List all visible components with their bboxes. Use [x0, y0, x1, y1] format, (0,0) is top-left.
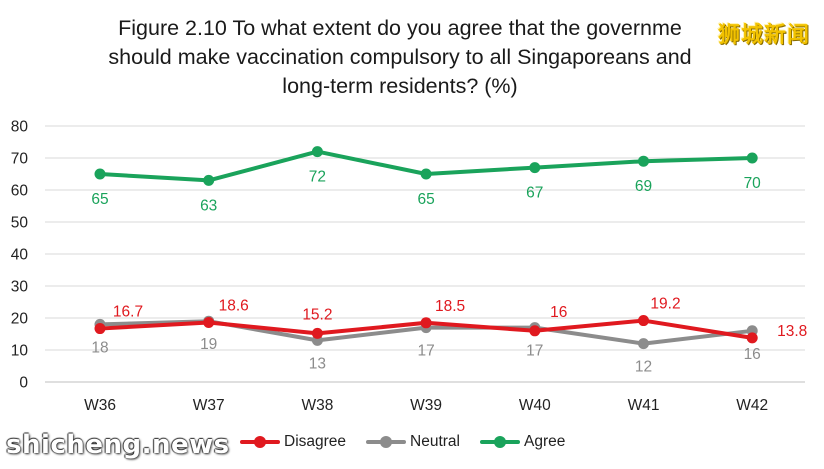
x-tick-label: W40 — [519, 397, 551, 414]
y-tick-label: 70 — [11, 151, 29, 168]
data-label-agree: 70 — [744, 175, 762, 192]
legend-swatch-disagree — [240, 436, 280, 448]
data-label-neutral: 18 — [91, 339, 108, 356]
data-label-agree: 72 — [309, 169, 326, 186]
data-label-agree: 65 — [417, 191, 434, 208]
y-tick-label: 60 — [11, 183, 29, 200]
data-point-disagree — [94, 323, 106, 335]
legend-item-disagree: Disagree — [240, 433, 346, 451]
data-label-neutral: 19 — [200, 336, 217, 353]
data-label-neutral: 16 — [744, 346, 761, 363]
data-label-disagree: 19.2 — [650, 296, 680, 313]
data-label-neutral: 13 — [309, 355, 326, 372]
data-point-agree — [203, 174, 215, 186]
watermark-bottom-left: shicheng.news — [6, 430, 230, 460]
chart-title-line-1: Figure 2.10 To what extent do you agree … — [118, 16, 682, 40]
data-point-agree — [420, 168, 432, 180]
data-label-agree: 69 — [635, 178, 652, 195]
chart-title-line-2: should make vaccination compulsory to al… — [108, 45, 692, 69]
legend-item-neutral: Neutral — [366, 433, 460, 451]
data-point-disagree — [746, 332, 758, 344]
data-point-agree — [638, 155, 649, 167]
watermark-top-right: 狮城新闻 — [717, 23, 810, 48]
data-point-disagree — [311, 327, 323, 339]
legend-label-agree: Agree — [524, 433, 566, 450]
y-tick-label: 30 — [11, 279, 29, 296]
y-tick-label: 10 — [11, 343, 29, 360]
x-tick-label: W36 — [84, 397, 116, 414]
data-label-disagree: 16.7 — [113, 304, 143, 321]
data-point-disagree — [638, 315, 649, 327]
data-label-neutral: 17 — [417, 343, 434, 360]
data-point-neutral — [638, 338, 649, 350]
data-label-neutral: 12 — [635, 359, 652, 376]
data-label-agree: 63 — [200, 197, 217, 214]
y-tick-label: 20 — [11, 311, 29, 328]
legend-label-neutral: Neutral — [410, 433, 460, 450]
data-label-disagree: 15.2 — [302, 306, 332, 323]
legend-swatch-agree — [480, 436, 520, 448]
x-tick-label: W42 — [736, 397, 768, 414]
chart-legend: Disagree Neutral Agree — [240, 431, 565, 453]
x-tick-label: W41 — [628, 397, 660, 414]
y-tick-label: 80 — [11, 119, 29, 136]
chart-title: Figure 2.10 To what extent do you agree … — [40, 14, 760, 101]
data-label-disagree: 18.5 — [435, 298, 465, 315]
data-label-agree: 67 — [526, 185, 543, 202]
data-point-disagree — [203, 316, 215, 328]
data-label-neutral: 17 — [526, 343, 543, 360]
data-point-disagree — [420, 317, 432, 329]
y-tick-label: 40 — [11, 247, 29, 264]
data-label-disagree: 13.8 — [777, 323, 807, 340]
legend-swatch-neutral — [366, 436, 407, 448]
y-tick-label: 0 — [19, 375, 28, 392]
data-label-agree: 65 — [91, 191, 108, 208]
data-point-agree — [529, 162, 541, 174]
x-tick-label: W39 — [410, 397, 442, 414]
legend-item-agree: Agree — [480, 433, 565, 451]
data-point-agree — [311, 146, 323, 158]
x-tick-label: W37 — [193, 397, 225, 414]
data-label-disagree: 18.6 — [219, 297, 249, 314]
data-label-disagree: 16 — [550, 304, 567, 321]
legend-label-disagree: Disagree — [284, 433, 347, 450]
x-tick-label: W38 — [301, 397, 333, 414]
data-point-disagree — [529, 325, 541, 337]
data-point-agree — [746, 152, 758, 164]
y-tick-label: 50 — [11, 215, 29, 232]
chart-title-line-3: long-term residents? (%) — [282, 74, 518, 98]
data-point-agree — [94, 168, 106, 180]
